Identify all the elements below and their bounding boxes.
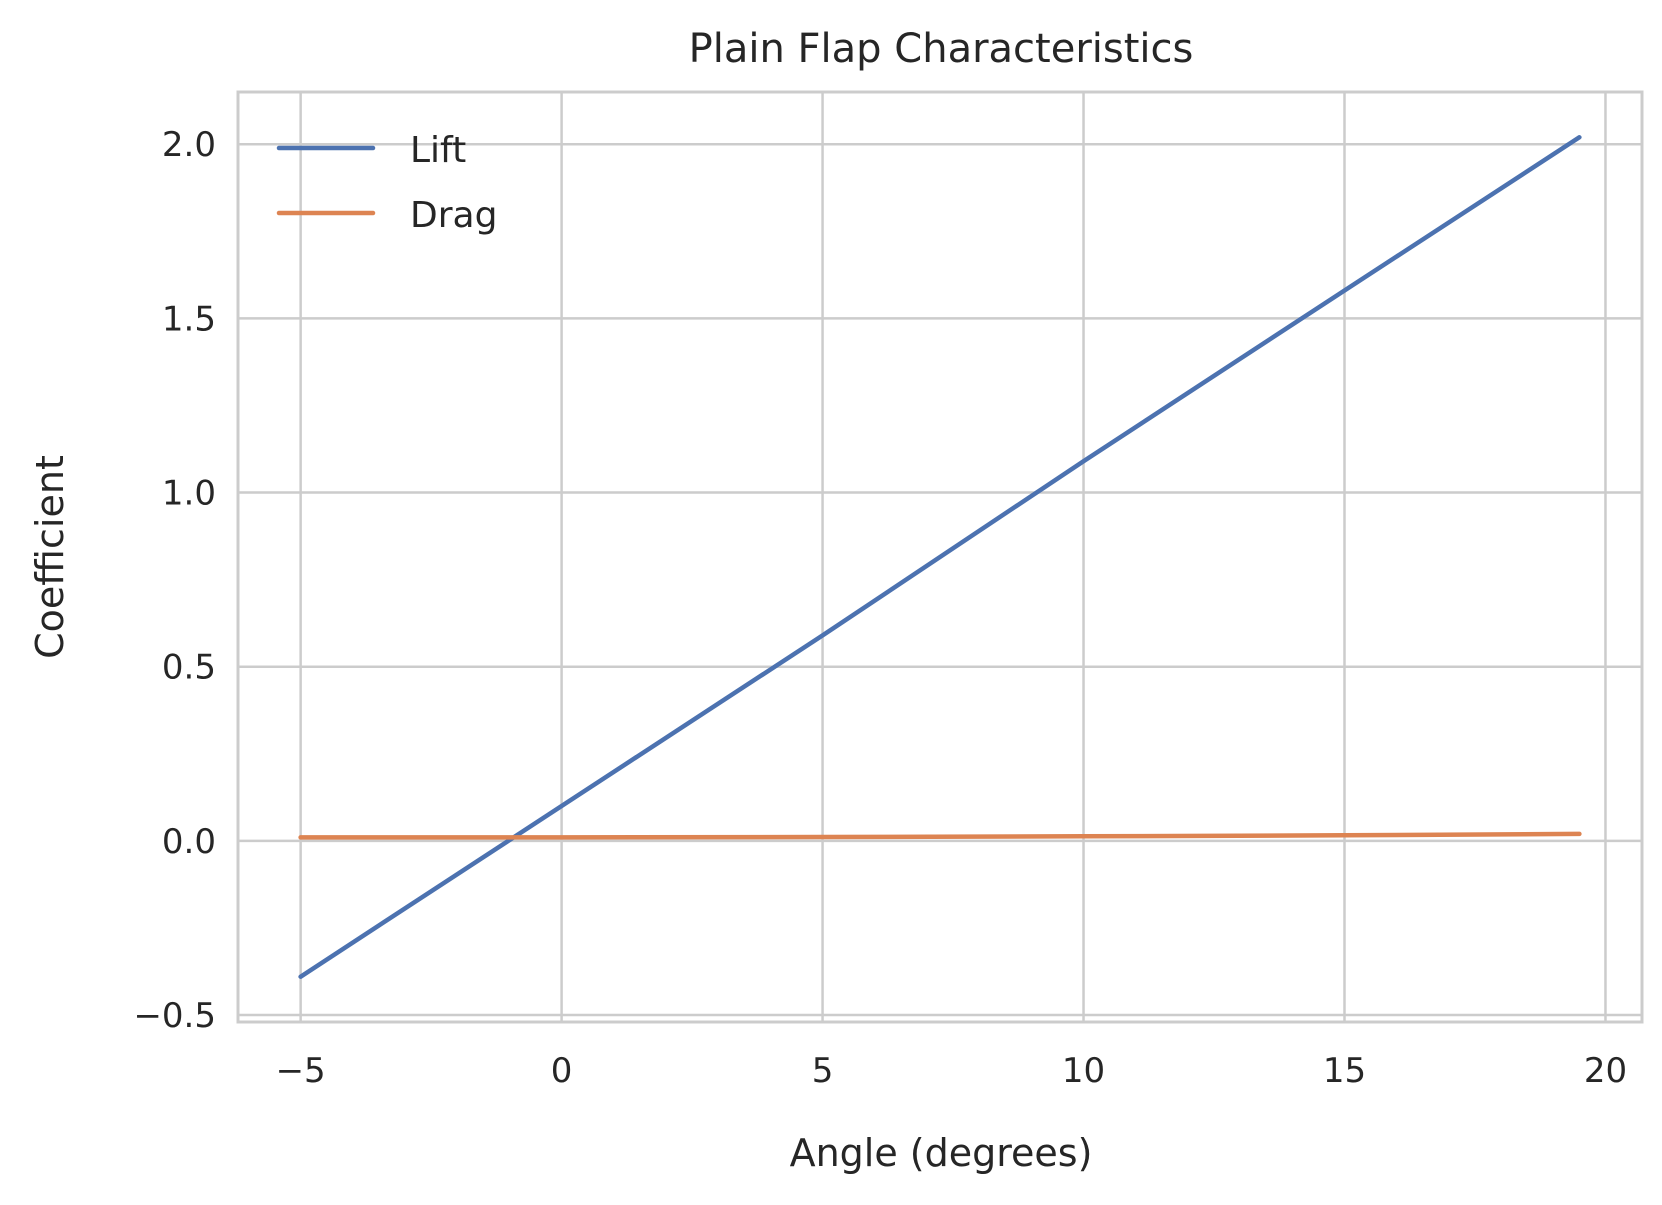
plot-frame	[236, 90, 1644, 1024]
x-tick-label: 15	[1323, 1051, 1366, 1091]
x-axis-label: Angle (degrees)	[790, 1131, 1093, 1175]
grid-lines	[238, 92, 1642, 1022]
x-tick-label: −5	[276, 1051, 326, 1091]
legend-label-lift: Lift	[410, 130, 466, 171]
x-tick-label: 10	[1062, 1051, 1105, 1091]
series-line-drag	[298, 831, 1582, 840]
series-lines	[298, 135, 1582, 979]
y-axis-label: Coefficient	[28, 455, 72, 659]
chart-title: Plain Flap Characteristics	[689, 26, 1194, 72]
x-tick-label: 0	[551, 1051, 573, 1091]
y-tick-labels: −0.5 0.0 0.5 1.0 1.5 2.0	[133, 125, 216, 1036]
y-tick-label: −0.5	[133, 996, 216, 1036]
x-tick-label: 5	[812, 1051, 834, 1091]
y-tick-label: 0.0	[162, 822, 216, 862]
y-tick-label: 2.0	[162, 125, 216, 165]
y-tick-label: 0.5	[162, 648, 216, 688]
y-tick-label: 1.5	[162, 299, 216, 339]
legend-label-drag: Drag	[410, 195, 497, 236]
x-tick-label: 20	[1584, 1051, 1627, 1091]
y-tick-label: 1.0	[162, 474, 216, 514]
legend: Lift Drag	[276, 130, 497, 236]
series-line-lift	[298, 135, 1582, 979]
x-tick-labels: −5 0 5 10 15 20	[276, 1051, 1628, 1091]
